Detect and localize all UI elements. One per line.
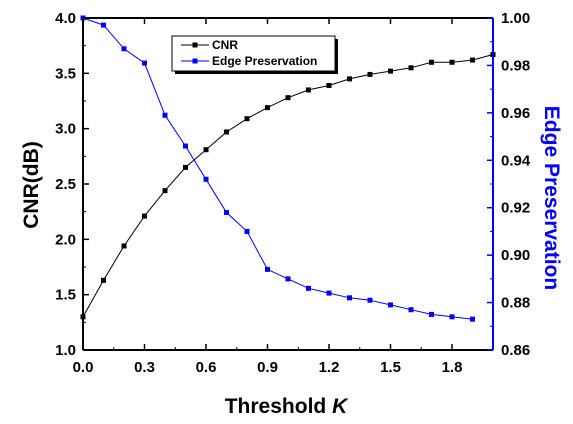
y-left-tick-label: 4.0 (55, 10, 76, 27)
y-left-tick-label: 1.5 (55, 287, 76, 304)
data-point-edge-preservation (121, 46, 127, 52)
y-left-axis-title: CNR(dB) (20, 141, 43, 228)
legend-box (171, 35, 336, 72)
data-point-cnr (121, 243, 127, 249)
y-left-tick-label: 3.5 (55, 65, 76, 82)
axes-layer: 0.0 0.3 0.6 0.9 1.2 1.5 1.8 1.0 1.5 2.0 2.5 3.0 3.5 4… (55, 10, 531, 376)
data-point-cnr (142, 213, 147, 219)
y-right-tick-label: 0.88 (501, 295, 530, 312)
x-axis-title-prefix: Threshold (225, 395, 332, 418)
data-point-edge-preservation (367, 297, 373, 303)
data-point-edge-preservation (224, 209, 229, 215)
data-point-cnr (183, 164, 188, 170)
data-point-edge-preservation (101, 22, 106, 28)
legend: CNR Edge Preservation (171, 35, 338, 74)
data-point-edge-preservation (388, 302, 393, 308)
data-point-cnr (429, 59, 434, 65)
data-point-cnr (347, 76, 352, 82)
data-point-cnr (388, 68, 393, 74)
legend-cnr-marker (192, 42, 198, 48)
series-layer (80, 15, 496, 322)
data-point-cnr (101, 277, 106, 283)
y-right-tick-label: 0.90 (501, 247, 530, 264)
x-tick-label: 1.2 (319, 359, 340, 376)
x-axis-title: Threshold K (225, 395, 349, 418)
legend-cnr-label: CNR (212, 38, 238, 52)
x-axis-title-variable: K (332, 395, 349, 418)
data-point-edge-preservation (162, 112, 168, 118)
data-point-edge-preservation (429, 311, 434, 317)
legend-edge-marker (192, 58, 198, 64)
x-tick-label: 0.3 (134, 359, 155, 376)
data-point-edge-preservation (203, 176, 209, 182)
y-right-tick-label: 0.86 (501, 342, 530, 359)
x-tick-label: 1.8 (442, 359, 463, 376)
data-point-edge-preservation (142, 60, 147, 66)
y-left-tick-label: 1.0 (55, 342, 76, 359)
y-left-tick-label: 2.5 (55, 176, 76, 193)
x-tick-label: 0.6 (196, 359, 217, 376)
data-point-cnr (265, 105, 270, 111)
y-right-tick-label: 1.00 (501, 10, 530, 27)
y-right-tick-label: 0.92 (501, 200, 530, 217)
data-point-edge-preservation (408, 307, 414, 313)
y-left-tick-label: 2.0 (55, 231, 76, 248)
data-point-edge-preservation (306, 285, 311, 291)
data-point-cnr (470, 57, 475, 63)
data-point-cnr (203, 147, 209, 153)
data-point-cnr (285, 95, 291, 101)
x-tick-label: 0.0 (73, 359, 94, 376)
data-point-edge-preservation (183, 143, 188, 149)
y-right-tick-label: 0.94 (501, 152, 531, 169)
data-point-edge-preservation (244, 228, 250, 234)
data-point-cnr (367, 71, 373, 77)
legend-edge-label: Edge Preservation (212, 54, 317, 68)
y-left-tick-label: 3.0 (55, 121, 76, 138)
y-right-tick-label: 0.96 (501, 105, 530, 122)
x-tick-label: 0.9 (257, 359, 278, 376)
y-right-tick-label: 0.98 (501, 57, 530, 74)
y-right-axis-title: Edge Preservation (540, 106, 563, 290)
x-tick-label: 1.5 (380, 359, 401, 376)
axis-titles: CNR(dB) Edge Preservation Threshold K (20, 106, 563, 418)
data-point-edge-preservation (470, 316, 475, 322)
series-line-edge-preservation (82, 17, 473, 320)
data-point-cnr (449, 59, 455, 65)
data-point-cnr (326, 83, 332, 89)
data-point-cnr (162, 188, 168, 194)
data-point-edge-preservation (285, 276, 291, 282)
data-point-cnr (408, 65, 414, 71)
data-point-edge-preservation (347, 295, 352, 301)
data-point-edge-preservation (449, 314, 455, 320)
data-point-cnr (244, 116, 250, 122)
data-point-cnr (224, 129, 229, 135)
data-point-cnr (306, 87, 311, 93)
data-point-edge-preservation (326, 290, 332, 296)
data-point-edge-preservation (265, 266, 270, 272)
